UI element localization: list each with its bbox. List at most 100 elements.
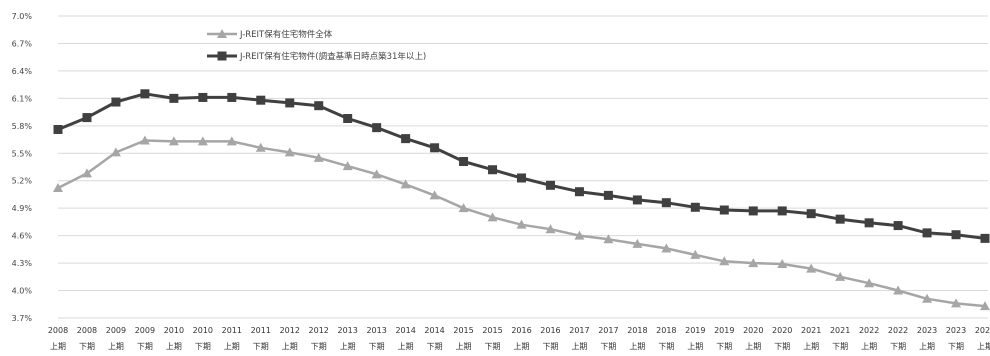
legend-marker: [217, 29, 227, 38]
x-tick-half: 下期: [79, 342, 95, 351]
data-point: [516, 219, 527, 229]
data-point: [661, 243, 672, 253]
data-point: [401, 134, 411, 144]
legend: J-REIT保有住宅物件全体 J-REIT保有住宅物件(調査基準日時点築31年以上…: [207, 29, 426, 62]
data-point: [603, 190, 613, 200]
data-point: [82, 113, 92, 123]
x-tick-half: 下期: [195, 342, 211, 351]
data-point: [777, 259, 788, 269]
gridlines: [58, 15, 988, 319]
x-tick-half: 上期: [166, 342, 182, 351]
data-point: [111, 97, 121, 107]
x-tick-year: 2020: [772, 326, 792, 335]
x-tick-half: 下期: [948, 342, 964, 351]
data-point: [487, 212, 498, 222]
data-point: [372, 123, 382, 133]
x-tick-half: 下期: [600, 342, 616, 351]
x-tick-half: 上期: [108, 342, 124, 351]
x-tick-half: 上期: [977, 342, 990, 351]
x-tick-year: 2013: [366, 326, 386, 335]
data-point: [169, 93, 179, 103]
y-tick-label: 4.9%: [12, 204, 33, 213]
data-point: [168, 136, 179, 146]
x-tick-half: 上期: [282, 342, 298, 351]
series-1: [53, 135, 990, 311]
data-point: [459, 157, 469, 167]
data-point: [81, 168, 92, 178]
data-point: [835, 214, 845, 224]
data-point: [488, 165, 498, 175]
data-point: [517, 173, 526, 183]
x-tick-half: 下期: [832, 342, 848, 351]
x-tick-year: 2018: [627, 326, 647, 335]
x-tick-half: 上期: [803, 342, 819, 351]
x-tick-half: 下期: [542, 342, 558, 351]
y-tick-label: 5.2%: [12, 177, 33, 186]
data-point: [951, 298, 962, 308]
y-tick-label: 4.0%: [12, 287, 33, 296]
data-point: [227, 92, 237, 102]
x-tick-half: 上期: [456, 342, 472, 351]
x-tick-half: 上期: [514, 342, 530, 351]
data-point: [140, 89, 150, 99]
data-point: [922, 293, 933, 303]
x-tick-year: 2012: [280, 326, 300, 335]
x-tick-half: 下期: [658, 342, 674, 351]
data-point: [864, 218, 874, 228]
x-tick-half: 下期: [253, 342, 269, 351]
data-point: [545, 224, 556, 234]
x-tick-year: 2014: [395, 326, 415, 335]
data-point: [429, 190, 440, 200]
data-point: [893, 285, 904, 295]
x-tick-half: 下期: [427, 342, 443, 351]
data-point: [980, 301, 990, 311]
data-point: [690, 202, 700, 212]
data-point: [197, 136, 208, 146]
x-tick-year: 2023: [917, 326, 937, 335]
data-point: [632, 238, 643, 248]
x-tick-year: 2018: [656, 326, 676, 335]
x-tick-year: 2009: [135, 326, 155, 335]
data-point: [893, 221, 903, 231]
x-tick-half: 下期: [716, 342, 732, 351]
data-point: [748, 206, 758, 216]
x-tick-year: 2021: [801, 326, 821, 335]
x-tick-half: 上期: [687, 342, 703, 351]
data-point: [719, 205, 729, 215]
y-tick-label: 6.7%: [12, 39, 33, 48]
x-tick-year: 2021: [830, 326, 850, 335]
data-point: [139, 135, 150, 145]
data-point: [980, 233, 990, 243]
data-point: [53, 124, 63, 134]
x-tick-year: 2011: [222, 326, 242, 335]
data-point: [864, 278, 875, 288]
data-point: [545, 180, 555, 190]
data-point: [632, 195, 642, 205]
legend-item-2: J-REIT保有住宅物件(調査基準日時点築31年以上): [207, 51, 426, 62]
x-tick-year: 2016: [540, 326, 560, 335]
y-tick-label: 5.5%: [12, 149, 33, 158]
y-axis-tick-labels: 7.0% 6.7% 6.4% 6.1% 5.8% 5.5% 5.2% 4.9% 4.6% 4.3%…: [12, 12, 33, 323]
data-point: [430, 143, 440, 153]
data-point: [284, 147, 295, 157]
x-tick-half: 上期: [745, 342, 761, 351]
x-tick-year: 2024: [975, 326, 990, 335]
x-tick-year: 2011: [251, 326, 271, 335]
data-point: [719, 256, 730, 266]
x-tick-year: 2020: [743, 326, 763, 335]
x-tick-half: 上期: [919, 342, 935, 351]
y-tick-label: 4.3%: [12, 259, 33, 268]
data-point: [343, 113, 353, 123]
x-tick-year: 2019: [714, 326, 734, 335]
data-point: [806, 263, 817, 273]
x-tick-half: 上期: [224, 342, 240, 351]
x-tick-year: 2015: [453, 326, 473, 335]
x-tick-year: 2022: [888, 326, 908, 335]
series-line: [57, 92, 986, 240]
legend-marker: [217, 51, 227, 61]
data-point: [806, 209, 816, 219]
x-tick-year: 2013: [338, 326, 358, 335]
data-point: [285, 98, 295, 108]
x-tick-year: 2019: [685, 326, 705, 335]
x-tick-year: 2017: [598, 326, 618, 335]
